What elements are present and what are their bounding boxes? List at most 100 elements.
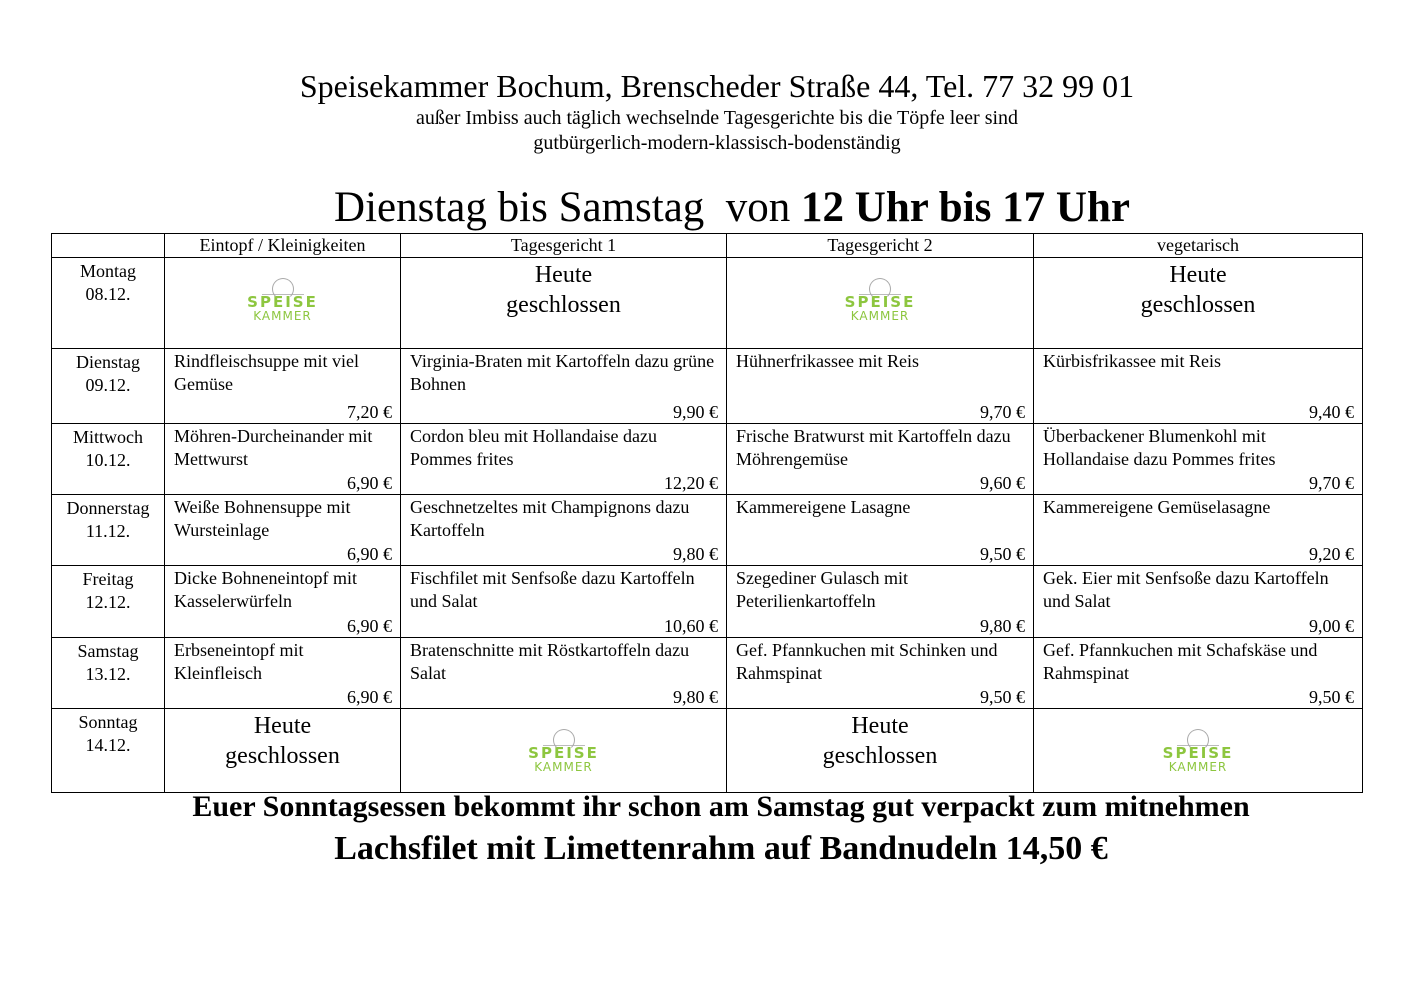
closed-cell: Heute geschlossen [1033,257,1363,349]
day-cell: Mittwoch 10.12. [51,423,165,495]
day-name: Montag [80,261,136,281]
dish-cell: Frische Bratwurst mit Kartoffeln dazu Mö… [726,423,1034,495]
dish-cell: Kammereigene Gemüselasagne 9,20 € [1033,494,1363,566]
closed-line: Heute [253,713,312,739]
speisekammer-logo: SPEISE KAMMER [1034,709,1362,774]
hours-time: 12 Uhr bis 17 Uhr [801,184,1130,231]
table-row: Freitag 12.12. Dicke Bohneneintopf mit Kas… [51,565,1363,638]
dish-name: Szegediner Gulasch mit Peterilienkartoff… [736,568,908,611]
dish-name: Erbseneintopf mit Kleinfleisch [174,640,304,683]
logo-text: SPEISE [844,293,916,311]
dish-price: 9,20 € [1309,544,1354,564]
closed-cell: Heute geschlossen [400,257,727,349]
table-row: Montag 08.12. SPEISE KAMMER Heute geschloss… [51,257,1363,349]
dish-name: Bratenschnitte mit Röstkartoffeln dazu S… [410,640,690,683]
dish-price: 6,90 € [347,473,392,493]
logo-text: KAMMER [534,760,593,774]
restaurant-address: Speisekammer Bochum, Brenscheder Straße … [299,68,1135,104]
dish-name: Gef. Pfannkuchen mit Schinken und Rahmsp… [736,640,998,683]
day-name: Donnerstag [66,498,150,518]
day-cell: Donnerstag 11.12. [51,494,165,566]
plate-icon [1177,727,1219,751]
plate-icon [542,727,585,751]
day-name: Dienstag [76,352,140,372]
dish-price: 9,00 € [1309,616,1354,636]
dish-cell: Gef. Pfannkuchen mit Schinken und Rahmsp… [726,637,1034,709]
speisekammer-logo: SPEISE KAMMER [165,258,400,323]
logo-cell: SPEISE KAMMER [726,257,1034,349]
dish-price: 9,80 € [673,544,718,564]
day-cell: Samstag 13.12. [51,637,165,709]
logo-text: KAMMER [253,309,312,323]
day-cell: Montag 08.12. [51,257,165,349]
dish-name: Fischfilet mit Senfsoße dazu Kartoffeln … [410,568,695,611]
closed-cell: Heute geschlossen [726,708,1034,793]
day-cell: Sonntag 14.12. [51,708,165,793]
dish-cell: Szegediner Gulasch mit Peterilienkartoff… [726,565,1034,638]
dish-name: Frische Bratwurst mit Kartoffeln dazu Mö… [736,426,1011,469]
logo-cell: SPEISE KAMMER [164,257,401,349]
logo-cell: SPEISE KAMMER [1033,708,1363,793]
dish-cell: Geschnetzeltes mit Champignons dazu Kart… [400,494,727,566]
day-date: 09.12. [85,375,131,395]
table-row: Donnerstag 11.12. Weiße Bohnensuppe mit Wu… [51,494,1363,566]
dish-cell: Weiße Bohnensuppe mit Wursteinlage 6,90 € [164,494,401,566]
dish-name: Cordon bleu mit Hollandaise dazu Pommes … [410,426,657,469]
day-date: 13.12. [85,664,131,684]
dish-price: 9,40 € [1309,402,1354,422]
dish-cell: Gef. Pfannkuchen mit Schafskäse und Rahm… [1033,637,1363,709]
day-date: 12.12. [85,592,131,612]
day-cell: Freitag 12.12. [51,565,165,638]
dish-cell: Bratenschnitte mit Röstkartoffeln dazu S… [400,637,727,709]
dish-name: Rindfleischsuppe mit viel Gemüse [174,351,359,394]
column-header [51,233,165,258]
dish-name: Dicke Bohneneintopf mit Kasselerwürfeln [174,568,357,611]
day-date: 14.12. [85,735,131,755]
day-name: Freitag [82,569,134,589]
dish-price: 9,50 € [980,687,1025,707]
dish-cell: Cordon bleu mit Hollandaise dazu Pommes … [400,423,727,495]
dish-price: 6,90 € [347,616,392,636]
logo-text: KAMMER [1168,760,1228,774]
closed-line: geschlossen [506,292,621,318]
day-date: 11.12. [85,521,131,541]
day-name: Samstag [77,641,139,661]
closed-line: geschlossen [1140,292,1256,318]
sunday-dish: Lachsfilet mit Limettenrahm auf Bandnude… [334,830,1108,867]
column-header: vegetarisch [1033,233,1363,258]
day-cell: Dienstag 09.12. [51,348,165,424]
dish-cell: Rindfleischsuppe mit viel Gemüse 7,20 € [164,348,401,424]
dish-price: 9,70 € [1309,473,1354,493]
dish-cell: Kammereigene Lasagne 9,50 € [726,494,1034,566]
dish-price: 9,50 € [1309,687,1354,707]
dish-price: 10,60 € [664,616,718,636]
dish-price: 7,20 € [347,402,392,422]
logo-text: SPEISE [1162,744,1234,762]
column-header: Eintopf / Kleinigkeiten [164,233,401,258]
plate-icon [261,276,304,300]
column-header: Tagesgericht 1 [400,233,727,258]
dish-name: Kammereigene Gemüselasagne [1043,497,1271,517]
sunday-notice: Euer Sonntagsessen bekommt ihr schon am … [192,790,1250,823]
dish-cell: Gek. Eier mit Senfsoße dazu Kartoffeln u… [1033,565,1363,638]
dish-name: Gek. Eier mit Senfsoße dazu Kartoffeln u… [1043,568,1329,611]
opening-hours: Dienstag bis Samstag von 12 Uhr bis 17 U… [0,183,1404,232]
dish-cell: Erbseneintopf mit Kleinfleisch 6,90 € [164,637,401,709]
dish-price: 9,80 € [980,616,1025,636]
logo-cell: SPEISE KAMMER [400,708,727,793]
dish-cell: Möhren-Durcheinander mit Mettwurst 6,90 € [164,423,401,495]
table-header-row: Eintopf / Kleinigkeiten Tagesgericht 1 T… [51,233,1363,258]
dish-name: Hühnerfrikassee mit Reis [736,351,919,371]
table-row: Sonntag 14.12. Heute geschlossen SPEISE KAMME… [51,708,1363,793]
plate-icon [859,276,901,300]
dish-name: Virginia-Braten mit Kartoffeln dazu grün… [410,351,715,394]
dish-name: Geschnetzeltes mit Champignons dazu Kart… [410,497,690,540]
subtitle: außer Imbiss auch täglich wechselnde Tag… [415,107,1019,129]
dish-cell: Virginia-Braten mit Kartoffeln dazu grün… [400,348,727,424]
speisekammer-logo: SPEISE KAMMER [727,258,1033,323]
closed-line: Heute [851,713,909,739]
dish-cell: Hühnerfrikassee mit Reis 9,70 € [726,348,1034,424]
logo-text: SPEISE [247,293,318,311]
hours-prefix: Dienstag bis Samstag von [334,184,802,231]
day-date: 10.12. [85,450,131,470]
